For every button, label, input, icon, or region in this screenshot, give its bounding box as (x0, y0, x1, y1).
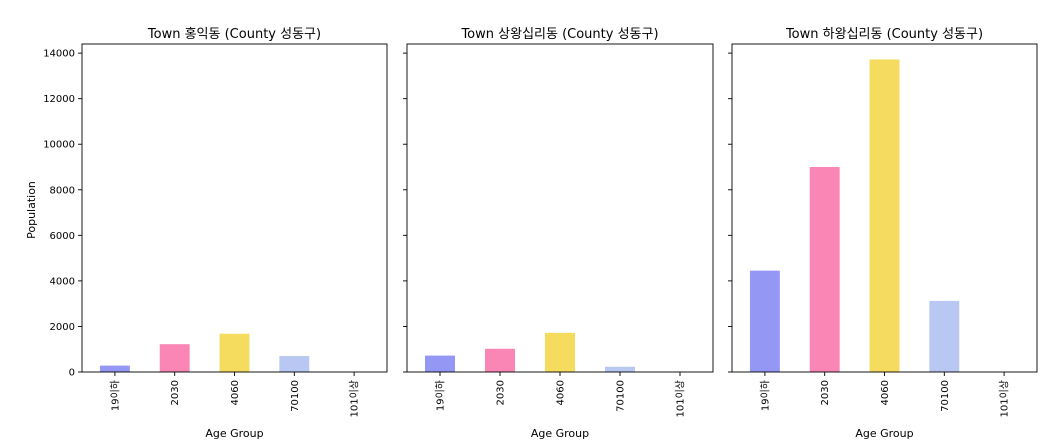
y-tick-label-0: 0 (69, 368, 75, 379)
panel-1-xtick-label-2: 4060 (230, 380, 241, 405)
panel-3-title: Town 하왕십리동 (County 성동구) (785, 27, 983, 42)
panel-2-bar-3 (605, 366, 635, 372)
panel-2-xtick-label-3: 70100 (616, 380, 627, 412)
panel-2-x-axis-label: Age Group (531, 427, 589, 440)
panel-1-x-axis-label: Age Group (205, 427, 263, 440)
panel-2-bar-0 (425, 355, 455, 372)
y-tick-label-7: 14000 (43, 49, 75, 60)
y-tick-label-3: 6000 (50, 231, 75, 242)
panel-3-bar-2 (869, 59, 900, 372)
y-tick-label-5: 10000 (43, 140, 75, 151)
y-tick-label-1: 2000 (50, 322, 75, 333)
panel-3-xtick-label-0: 19이하 (758, 380, 771, 411)
panel-1-bar-1 (159, 344, 190, 372)
panel-2-title: Town 상왕십리동 (County 성동구) (460, 27, 658, 42)
panel-1-frame (81, 43, 388, 373)
y-tick-label-2: 4000 (50, 276, 75, 287)
panel-3-x-axis-label: Age Group (855, 427, 913, 440)
panel-2-frame (406, 43, 714, 373)
panel-3-bar-1 (809, 167, 840, 372)
panel-3-bar-0 (749, 270, 780, 372)
panel-2-xtick-label-0: 19이하 (434, 380, 447, 411)
panel-2-bar-2 (545, 332, 575, 372)
panel-1-title: Town 홍익동 (County 성동구) (147, 27, 321, 42)
panel-3-xtick-label-4: 101이상 (999, 380, 1011, 418)
y-axis-label: Population (25, 181, 38, 239)
y-tick-label-4: 8000 (50, 185, 75, 196)
panel-3-xtick-label-1: 2030 (820, 380, 831, 405)
panel-2-bar-1 (485, 348, 515, 372)
panel-1-bar-3 (279, 356, 310, 372)
panel-2-xtick-label-1: 2030 (496, 380, 507, 405)
panel-1-bar-2 (219, 333, 250, 372)
panel-3-bar-3 (929, 300, 960, 372)
panel-3-xtick-label-2: 4060 (880, 380, 891, 405)
panel-2-xtick-label-2: 4060 (556, 380, 567, 405)
panel-1-xtick-label-1: 2030 (170, 380, 181, 405)
y-tick-label-6: 12000 (43, 94, 75, 105)
panel-1-bar-0 (99, 365, 130, 372)
panel-1-xtick-label-3: 70100 (290, 380, 301, 412)
panel-3-xtick-label-3: 70100 (940, 380, 951, 412)
panel-1-xtick-label-0: 19이하 (108, 380, 121, 411)
panel-1-xtick-label-4: 101이상 (349, 380, 361, 418)
panel-2-xtick-label-4: 101이상 (675, 380, 687, 418)
